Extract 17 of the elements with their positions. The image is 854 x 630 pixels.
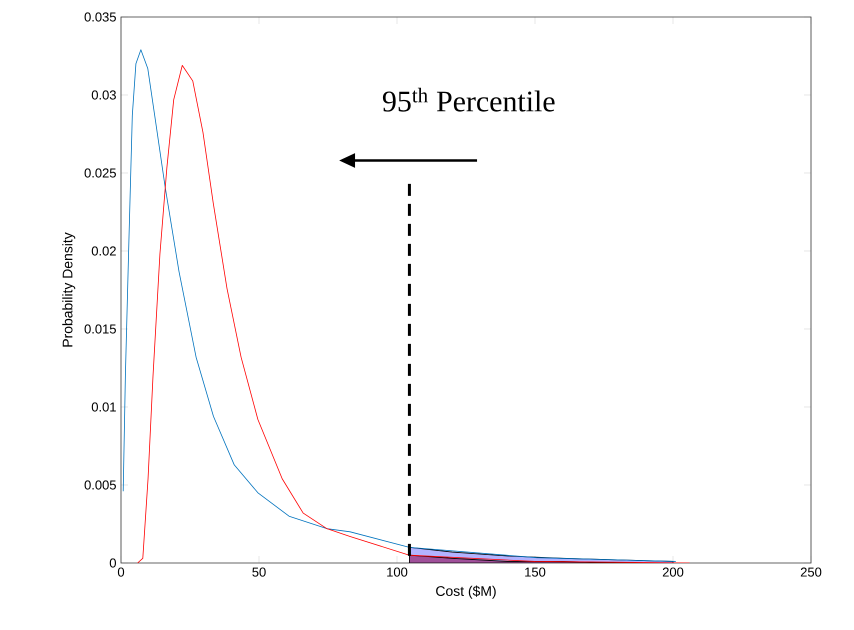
x-axis-title: Cost ($M) — [436, 586, 496, 599]
y-tick-label: 0.035 — [84, 12, 116, 22]
annotation: 95$^{th}$ Percentile — [382, 88, 555, 112]
x-tick-label: 0 — [118, 568, 124, 577]
y-tick-label: 0.025 — [84, 168, 116, 178]
y-tick-label: 0 — [110, 558, 116, 568]
y-tick-label: 0.01 — [92, 402, 116, 412]
x-tick-label: 50 — [252, 568, 266, 577]
y-tick-label: 0.015 — [84, 324, 116, 334]
x-tick-label: 100 — [387, 568, 408, 577]
x-tick-label: 200 — [662, 568, 684, 577]
y-tick-label: 0.02 — [92, 246, 116, 256]
x-tick-label: 150 — [525, 568, 546, 577]
y-axis-title: Probability Density — [62, 232, 76, 347]
y-tick-label: 0.005 — [84, 480, 116, 490]
x-tick-label: 250 — [800, 568, 822, 577]
y-tick-label: 0.03 — [92, 90, 116, 100]
